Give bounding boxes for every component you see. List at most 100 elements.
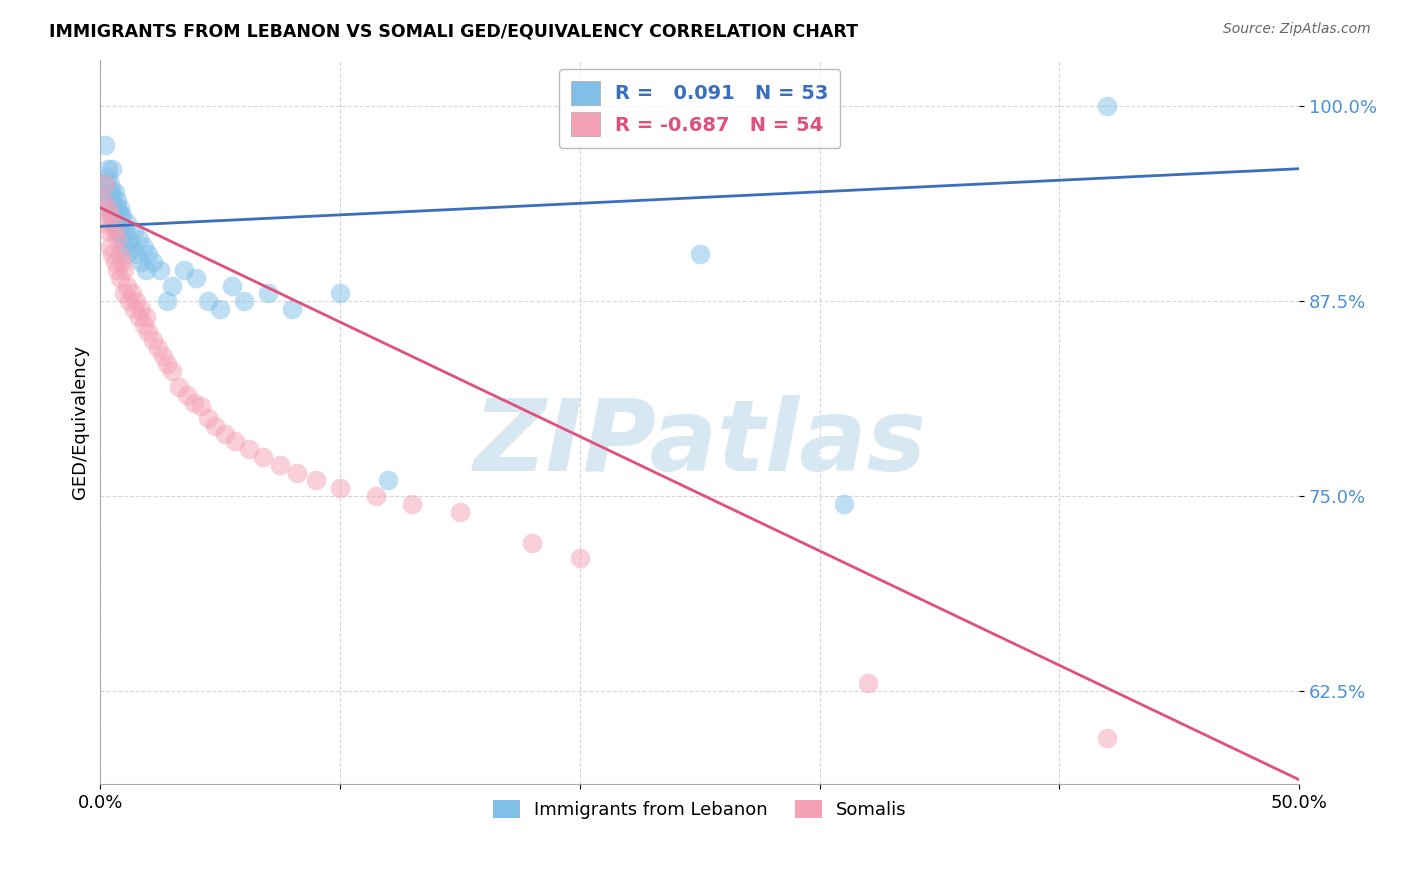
Point <box>91 193 114 207</box>
Point <box>135 310 157 324</box>
Point <box>204 418 226 433</box>
Point <box>190 399 212 413</box>
Point <box>108 201 131 215</box>
Point <box>101 247 124 261</box>
Point <box>105 201 128 215</box>
Point <box>115 247 138 261</box>
Text: ZIPatlas: ZIPatlas <box>474 395 927 492</box>
Point <box>832 497 855 511</box>
Point <box>104 216 127 230</box>
Point <box>112 286 135 301</box>
Point <box>101 209 124 223</box>
Point <box>115 278 138 293</box>
Point <box>233 294 256 309</box>
Point <box>221 278 243 293</box>
Text: IMMIGRANTS FROM LEBANON VS SOMALI GED/EQUIVALENCY CORRELATION CHART: IMMIGRANTS FROM LEBANON VS SOMALI GED/EQ… <box>49 22 858 40</box>
Point <box>101 161 124 176</box>
Point <box>129 301 152 316</box>
Point <box>162 364 184 378</box>
Point <box>111 209 134 223</box>
Point <box>214 426 236 441</box>
Point <box>98 178 121 192</box>
Point <box>136 247 159 261</box>
Point <box>125 247 148 261</box>
Point <box>257 286 280 301</box>
Point <box>183 395 205 409</box>
Point <box>132 318 155 332</box>
Point <box>101 185 124 199</box>
Point <box>112 240 135 254</box>
Point <box>128 310 150 324</box>
Point <box>364 489 387 503</box>
Point <box>269 458 291 472</box>
Point <box>125 294 148 309</box>
Point <box>285 466 308 480</box>
Point <box>197 411 219 425</box>
Point <box>104 224 127 238</box>
Point <box>121 240 143 254</box>
Point <box>132 240 155 254</box>
Point <box>105 232 128 246</box>
Point <box>118 294 141 309</box>
Point <box>305 474 328 488</box>
Point <box>91 185 114 199</box>
Point <box>94 138 117 153</box>
Point <box>98 209 121 223</box>
Point <box>115 216 138 230</box>
Text: Source: ZipAtlas.com: Source: ZipAtlas.com <box>1223 22 1371 37</box>
Point <box>104 201 127 215</box>
Point <box>129 255 152 269</box>
Point <box>224 434 246 449</box>
Point <box>96 193 118 207</box>
Point <box>96 201 118 215</box>
Point <box>186 270 208 285</box>
Point <box>104 255 127 269</box>
Point <box>104 185 127 199</box>
Point <box>108 247 131 261</box>
Point <box>156 294 179 309</box>
Point <box>98 201 121 215</box>
Point <box>568 551 591 566</box>
Point <box>252 450 274 464</box>
Point <box>98 240 121 254</box>
Point <box>197 294 219 309</box>
Point <box>118 232 141 246</box>
Point <box>856 676 879 690</box>
Point <box>520 536 543 550</box>
Point <box>96 161 118 176</box>
Point <box>111 255 134 269</box>
Point <box>122 301 145 316</box>
Point <box>142 333 165 347</box>
Point <box>128 232 150 246</box>
Point <box>108 270 131 285</box>
Point <box>94 216 117 230</box>
Point <box>111 232 134 246</box>
Point <box>135 263 157 277</box>
Point <box>105 224 128 238</box>
Point <box>112 263 135 277</box>
Point <box>98 185 121 199</box>
Point <box>162 278 184 293</box>
Point <box>94 178 117 192</box>
Point <box>281 301 304 316</box>
Point <box>377 474 399 488</box>
Point <box>136 326 159 340</box>
Point <box>176 388 198 402</box>
Point <box>142 255 165 269</box>
Point <box>156 357 179 371</box>
Y-axis label: GED/Equivalency: GED/Equivalency <box>72 345 89 500</box>
Point <box>149 263 172 277</box>
Point <box>173 263 195 277</box>
Point <box>108 209 131 223</box>
Point <box>449 505 471 519</box>
Point <box>121 286 143 301</box>
Point <box>96 224 118 238</box>
Point <box>238 442 260 457</box>
Point <box>105 263 128 277</box>
Point <box>101 216 124 230</box>
Point <box>1097 99 1119 113</box>
Point <box>105 193 128 207</box>
Point <box>209 301 232 316</box>
Point <box>122 224 145 238</box>
Point <box>169 380 191 394</box>
